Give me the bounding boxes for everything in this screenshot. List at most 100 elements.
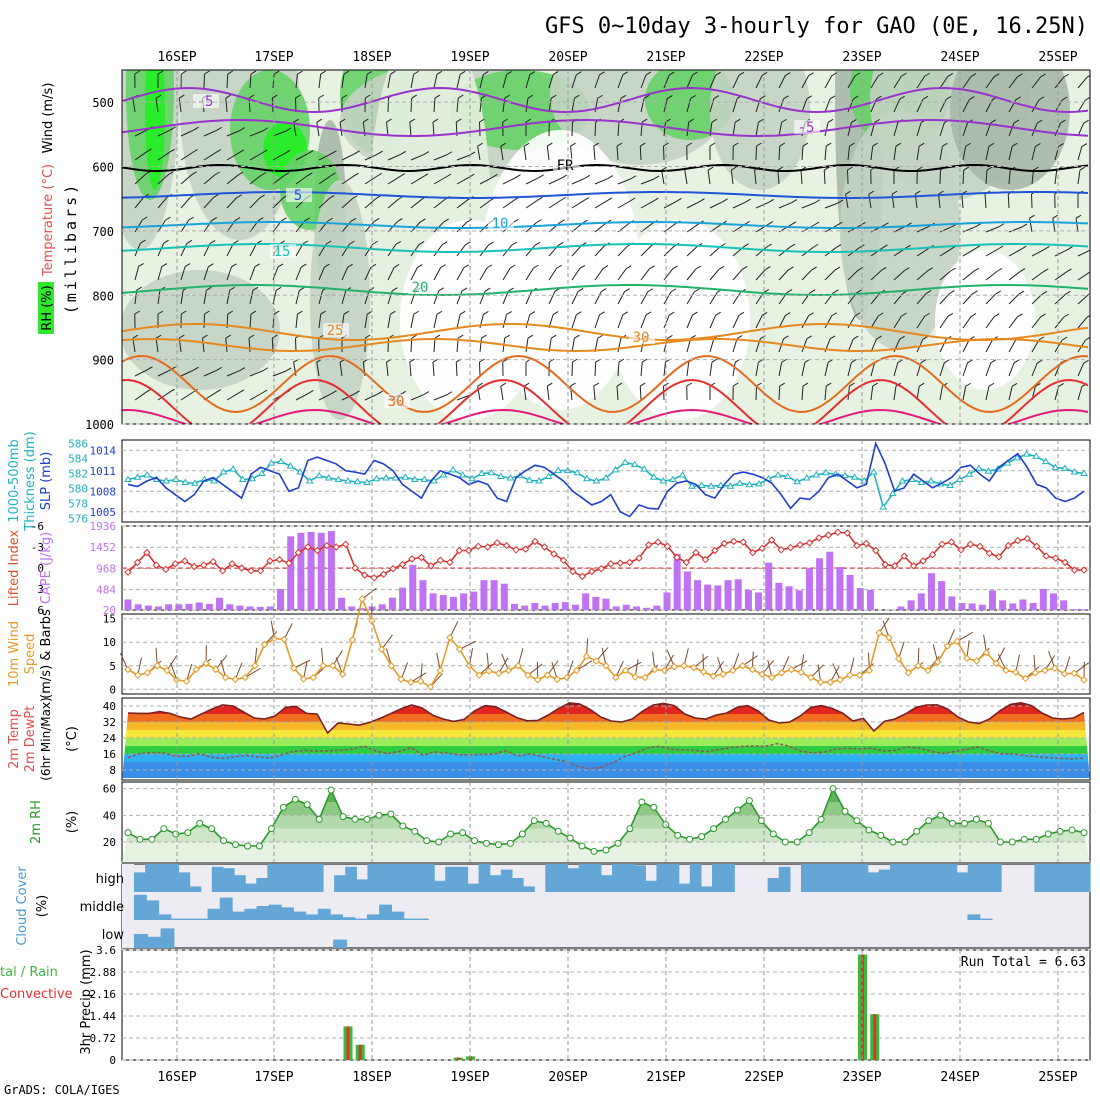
wind-barb-flag	[876, 335, 882, 340]
wind-barb-flag	[261, 149, 268, 154]
wind-barb	[640, 74, 647, 89]
wind-barb-flag	[238, 149, 245, 154]
thickness-point	[726, 482, 735, 489]
wind10m-point	[446, 633, 454, 642]
wind-barb-flag	[250, 310, 257, 315]
wind-barb	[984, 193, 987, 209]
wind-barb	[525, 291, 533, 305]
wind-barb-flag	[622, 71, 629, 76]
profile-label-wind: Wind (m/s)	[41, 83, 56, 154]
wind-barb	[686, 98, 692, 113]
lifted-index-point	[966, 540, 975, 548]
cloud-high-bar	[489, 875, 502, 892]
cape-bar	[1049, 593, 1057, 610]
wind-barb	[893, 315, 902, 329]
wind-barb-flag	[237, 171, 244, 176]
wind-barb-flag	[663, 142, 669, 147]
wind-barb-flag	[293, 118, 299, 123]
cloud-high-bar	[878, 869, 891, 892]
cape-bar	[399, 587, 407, 610]
wind-barb	[732, 122, 736, 137]
wind-barb-flag	[692, 311, 698, 316]
thickness-point	[812, 471, 821, 478]
wind-barb-flag	[328, 195, 335, 199]
wind-barb-flag	[738, 71, 745, 76]
wind-barb	[226, 370, 241, 377]
wind-barb-flag	[457, 94, 464, 99]
wind-barb-flag	[423, 391, 430, 395]
wind-barb	[433, 290, 440, 305]
wind-barb	[295, 314, 298, 329]
wind-barb-flag	[285, 127, 292, 132]
wind-barb-flag	[788, 266, 794, 271]
wind-barb	[410, 198, 423, 209]
wind-barb	[203, 152, 217, 161]
barb-10m	[595, 647, 609, 662]
wind-barb-flag	[1060, 119, 1066, 124]
wind-barb-flag	[856, 289, 862, 294]
cape-bar	[999, 600, 1007, 610]
rh2m-point	[578, 842, 586, 850]
wind-barb-flag	[781, 118, 787, 123]
wind10m-point	[1021, 674, 1030, 683]
isotherm-label-bg	[408, 280, 434, 294]
thickness-point	[458, 471, 467, 478]
cloud-high-bar	[901, 864, 913, 892]
wind-barb	[364, 221, 375, 233]
cloud-high-bar	[600, 875, 613, 892]
wind-barb	[456, 98, 459, 113]
cape-bar	[419, 580, 427, 610]
wind-barb	[778, 122, 783, 137]
wind-barb	[272, 266, 279, 281]
wind-barb	[364, 74, 368, 89]
wind-barb	[916, 122, 922, 137]
wind-barb-flag	[847, 166, 853, 171]
cloud-level-middle: middle	[80, 900, 124, 915]
chart-title: GFS 0~10day 3-hourly for GAO (0E, 16.25N…	[545, 14, 1088, 39]
isotherm-label: -5	[197, 94, 214, 110]
wind-barb	[709, 362, 713, 377]
wind-barb-flag	[811, 266, 817, 271]
cloud-high-bar	[567, 868, 580, 892]
wind-barb-flag	[512, 219, 519, 223]
wind10m-point	[524, 671, 532, 679]
thickness-point	[544, 472, 553, 480]
wind-barb-flag	[1088, 293, 1090, 296]
wind-barb-flag	[922, 95, 929, 100]
barb-10m	[956, 631, 974, 642]
precip-convective-bar	[358, 1044, 362, 1060]
wind-barb	[985, 386, 990, 401]
wind-barb	[1077, 249, 1090, 257]
lifted-index-point	[398, 560, 407, 569]
barb-10m	[170, 662, 178, 681]
wind-barb-flag	[163, 239, 169, 244]
wind-barb	[180, 369, 194, 377]
barb-10m	[381, 634, 393, 650]
wind-barb	[456, 176, 470, 185]
wind-barb	[226, 290, 231, 305]
cape-bar	[683, 571, 691, 610]
wind-barb-flag	[308, 389, 314, 394]
wind-barb-flag	[238, 389, 245, 394]
wind10m-point	[1041, 666, 1049, 675]
wind-barb-flag	[506, 311, 512, 315]
rh2m-point	[698, 833, 706, 841]
wind-barb-flag	[561, 174, 567, 179]
wind-barb-flag	[343, 310, 350, 315]
wind-barb-flag	[945, 95, 952, 100]
rh2m-point	[506, 839, 514, 847]
wind10m-point	[690, 663, 698, 672]
wind-barb	[709, 291, 718, 305]
wind-barb-flag	[965, 382, 971, 387]
cape-bar	[643, 607, 651, 610]
wind-barb-flag	[852, 95, 859, 100]
thickness-point	[296, 468, 304, 475]
isotherm-label-bg	[794, 120, 820, 134]
lifted-index-point	[341, 540, 350, 548]
y-tick-label: 2.88	[90, 966, 117, 979]
precip-label-3: 3hr Precip (mm)	[79, 949, 94, 1054]
rh2m-point	[303, 801, 311, 809]
